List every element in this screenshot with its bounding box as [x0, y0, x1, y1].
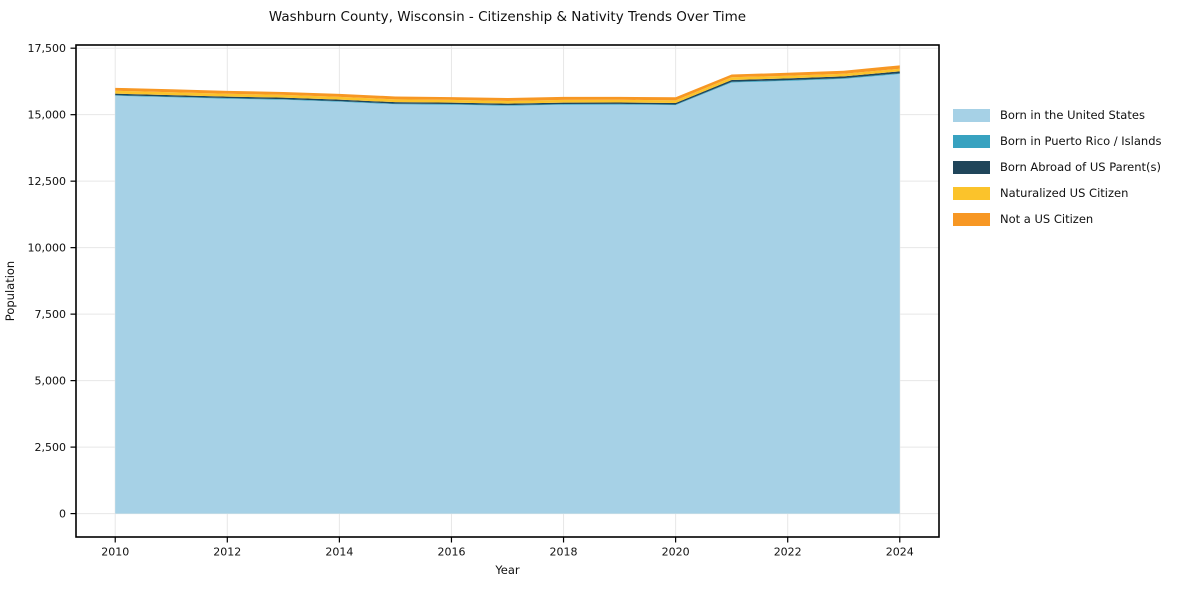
- legend-label: Born in the United States: [1000, 108, 1145, 122]
- legend-item-not-a-us-citizen: Not a US Citizen: [953, 206, 1162, 232]
- legend-swatch-icon: [953, 134, 990, 148]
- x-tick-label: 2012: [213, 546, 241, 559]
- x-tick-label: 2018: [550, 546, 578, 559]
- y-tick-label: 5,000: [35, 375, 67, 388]
- legend: Born in the United States Born in Puerto…: [953, 102, 1162, 232]
- area-born-in-the-united-states: [115, 73, 900, 514]
- legend-label: Born in Puerto Rico / Islands: [1000, 134, 1162, 148]
- legend-label: Not a US Citizen: [1000, 212, 1094, 226]
- y-tick-label: 10,000: [28, 242, 67, 255]
- legend-item-naturalized-us-citizen: Naturalized US Citizen: [953, 180, 1162, 206]
- chart-title: Washburn County, Wisconsin - Citizenship…: [268, 9, 747, 25]
- y-axis-title: Population: [3, 261, 17, 321]
- x-tick-label: 2024: [886, 546, 914, 559]
- legend-item-born-abroad-of-us-parents: Born Abroad of US Parent(s): [953, 154, 1162, 180]
- x-tick-label: 2020: [662, 546, 690, 559]
- legend-swatch-icon: [953, 212, 990, 226]
- x-tick-label: 2010: [101, 546, 129, 559]
- legend-item-born-in-puerto-rico-islands: Born in Puerto Rico / Islands: [953, 128, 1162, 154]
- legend-label: Naturalized US Citizen: [1000, 186, 1129, 200]
- x-tick-label: 2014: [325, 546, 353, 559]
- legend-item-born-in-the-united-states: Born in the United States: [953, 102, 1162, 128]
- plot-border: [75, 44, 940, 538]
- legend-swatch-icon: [953, 160, 990, 174]
- x-tick-label: 2016: [437, 546, 465, 559]
- y-tick-label: 0: [59, 508, 66, 521]
- y-tick-label: 15,000: [28, 109, 67, 122]
- x-axis-title: Year: [494, 563, 520, 577]
- legend-label: Born Abroad of US Parent(s): [1000, 160, 1161, 174]
- y-tick-label: 7,500: [35, 308, 67, 321]
- y-tick-label: 2,500: [35, 441, 67, 454]
- legend-swatch-icon: [953, 108, 990, 122]
- legend-swatch-icon: [953, 186, 990, 200]
- y-tick-label: 17,500: [28, 42, 67, 55]
- y-tick-label: 12,500: [28, 175, 67, 188]
- x-tick-label: 2022: [774, 546, 802, 559]
